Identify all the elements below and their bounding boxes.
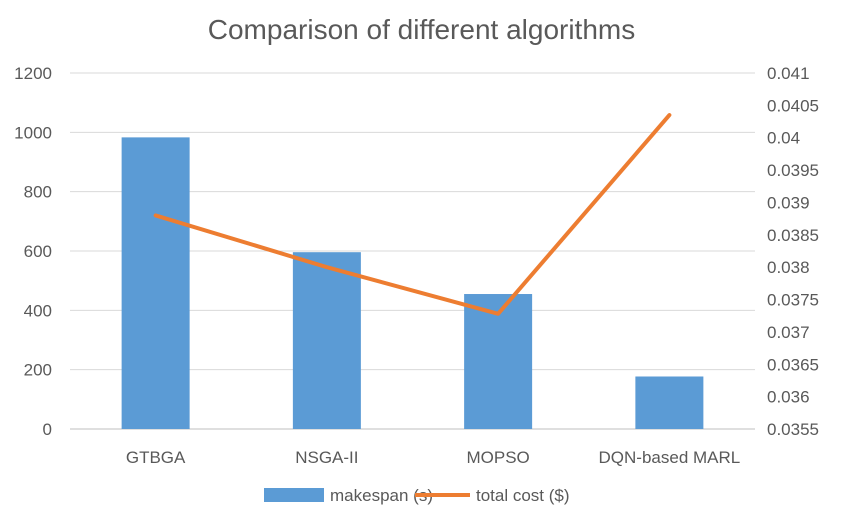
left-tick-label: 0 bbox=[43, 420, 52, 439]
right-tick-label: 0.037 bbox=[767, 323, 810, 342]
right-tick-label: 0.0355 bbox=[767, 420, 819, 439]
right-tick-label: 0.041 bbox=[767, 64, 810, 83]
right-axis-ticks: 0.0355 0.036 0.0365 0.037 0.0375 0.038 0.0385 0… bbox=[767, 64, 819, 439]
left-tick-label: 400 bbox=[24, 301, 52, 320]
left-tick-label: 800 bbox=[24, 183, 52, 202]
line-series bbox=[153, 113, 672, 316]
bar bbox=[121, 137, 190, 430]
right-tick-label: 0.038 bbox=[767, 258, 810, 277]
x-axis-ticks: GTBGA NSGA-II MOPSO DQN-based MARL bbox=[126, 448, 740, 467]
bar bbox=[292, 252, 361, 429]
legend-label: total cost ($) bbox=[476, 486, 570, 505]
right-tick-label: 0.039 bbox=[767, 193, 810, 212]
left-tick-label: 600 bbox=[24, 242, 52, 261]
bar bbox=[464, 294, 533, 429]
bar bbox=[635, 376, 704, 429]
right-tick-label: 0.0385 bbox=[767, 226, 819, 245]
right-tick-label: 0.0405 bbox=[767, 96, 819, 115]
right-tick-label: 0.0395 bbox=[767, 161, 819, 180]
x-tick-label: NSGA-II bbox=[295, 448, 358, 467]
left-tick-label: 200 bbox=[24, 361, 52, 380]
right-tick-label: 0.0375 bbox=[767, 291, 819, 310]
right-tick-label: 0.04 bbox=[767, 129, 800, 148]
bar-series bbox=[121, 137, 704, 430]
left-axis-ticks: 0 200 400 600 800 1000 1200 bbox=[14, 64, 52, 439]
chart-title: Comparison of different algorithms bbox=[207, 14, 636, 45]
legend-swatch-bar bbox=[264, 488, 324, 502]
x-tick-label: GTBGA bbox=[126, 448, 186, 467]
right-tick-label: 0.0365 bbox=[767, 355, 819, 374]
legend-label: makespan (s) bbox=[330, 486, 433, 505]
legend: makespan (s) total cost ($) bbox=[264, 486, 570, 505]
left-tick-label: 1000 bbox=[14, 123, 52, 142]
series-line bbox=[153, 113, 672, 316]
left-tick-label: 1200 bbox=[14, 64, 52, 83]
x-tick-label: MOPSO bbox=[466, 448, 529, 467]
x-tick-label: DQN-based MARL bbox=[599, 448, 741, 467]
right-tick-label: 0.036 bbox=[767, 388, 810, 407]
